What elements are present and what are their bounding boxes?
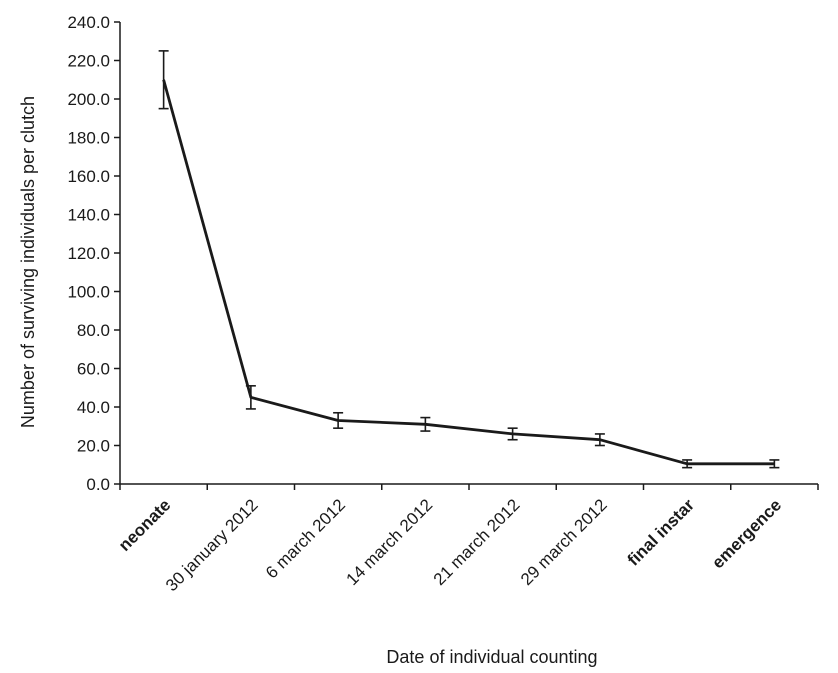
x-tick-label: final instar (624, 495, 698, 569)
error-bar (682, 459, 693, 469)
x-tick-label: 14 march 2012 (343, 495, 437, 589)
y-tick-label: 20.0 (77, 437, 110, 456)
series-line (162, 79, 775, 466)
y-tick-label: 220.0 (67, 52, 110, 71)
x-tick-label: 6 march 2012 (262, 495, 349, 582)
y-tick-label: 140.0 (67, 206, 110, 225)
x-tick-label: emergence (708, 495, 785, 572)
error-bar (594, 433, 605, 447)
plot-area (158, 50, 780, 469)
y-tick-label: 0.0 (86, 475, 110, 494)
y-axis-title: Number of surviving individuals per clut… (18, 96, 38, 428)
y-tick-label: 40.0 (77, 398, 110, 417)
y-tick-label: 240.0 (67, 13, 110, 32)
y-axis: 0.0 20.0 40.0 60.0 80.0 100.0 120.0 140.0 160.0 1… (67, 13, 121, 494)
error-bar (333, 411, 344, 429)
x-axis-title: Date of individual counting (386, 647, 597, 667)
error-bar (769, 459, 780, 469)
error-bar (158, 50, 169, 110)
error-bar (245, 385, 256, 410)
error-bar (507, 427, 518, 441)
x-tick-label: neonate (115, 495, 175, 555)
y-tick-label: 120.0 (67, 244, 110, 263)
x-tick-label: 29 march 2012 (517, 495, 611, 589)
error-bar (420, 416, 431, 432)
y-tick-label: 200.0 (67, 90, 110, 109)
x-tick-label: 30 january 2012 (162, 495, 262, 595)
y-tick-label: 180.0 (67, 129, 110, 148)
y-tick-label: 60.0 (77, 360, 110, 379)
y-tick-label: 80.0 (77, 321, 110, 340)
x-tick-label: 21 march 2012 (430, 495, 524, 589)
y-tick-label: 100.0 (67, 283, 110, 302)
y-tick-label: 160.0 (67, 167, 110, 186)
